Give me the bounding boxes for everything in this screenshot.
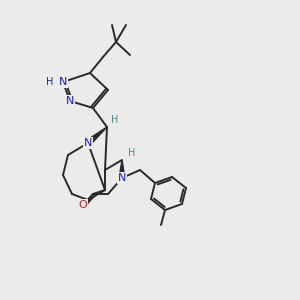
Text: N: N [59,77,67,87]
Text: H: H [46,77,54,87]
Text: N: N [84,138,92,148]
Polygon shape [86,127,107,145]
Text: O: O [79,200,87,210]
Text: H: H [128,148,136,158]
Polygon shape [119,160,125,178]
Text: H: H [111,115,119,125]
Text: N: N [118,173,126,183]
Text: N: N [66,96,74,106]
